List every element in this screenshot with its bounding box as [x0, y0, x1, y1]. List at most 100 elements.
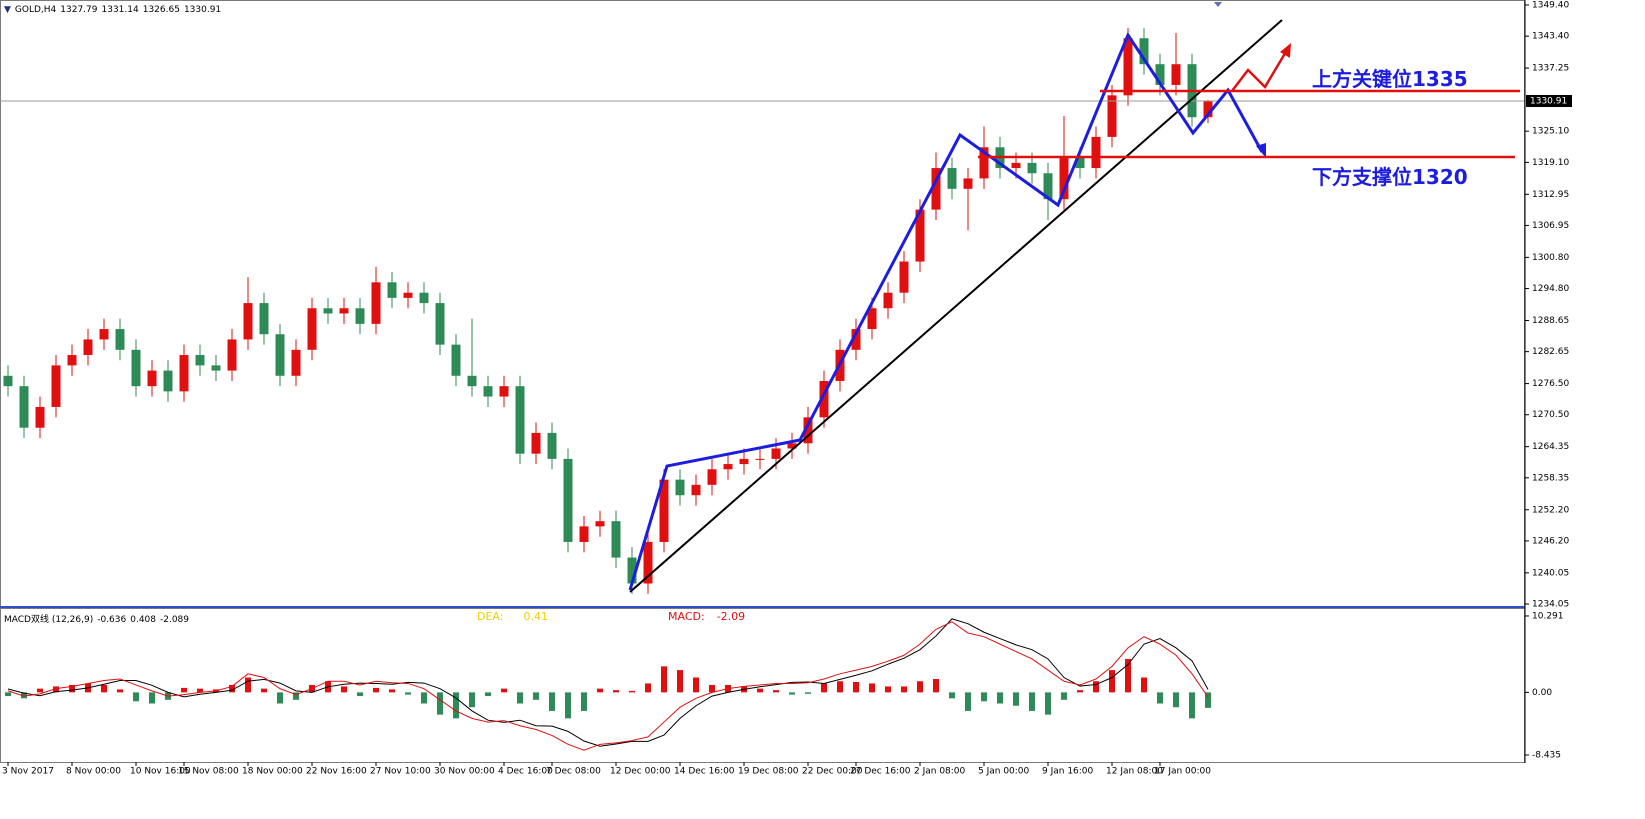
- macd-bar: [885, 686, 891, 693]
- candle-body: [451, 344, 461, 376]
- trend-line: [629, 19, 1283, 593]
- dea-line: [7, 618, 1209, 747]
- y-tick-label: 1306.95: [1532, 221, 1569, 231]
- dif-line: [7, 621, 1209, 751]
- candle-body: [803, 417, 813, 444]
- candle-body: [931, 168, 941, 210]
- macd-header: MACD双线 (12,26,9) -0.636 0.408 -2.089: [4, 612, 193, 625]
- candle-body: [35, 406, 45, 428]
- candle-body: [787, 443, 797, 449]
- macd-bar: [1189, 692, 1195, 719]
- y-tick-label: 1294.80: [1532, 284, 1569, 294]
- macd-bar: [613, 690, 619, 693]
- x-tick-label: 14 Dec 16:00: [674, 767, 735, 777]
- macd-bar: [981, 692, 987, 702]
- y-tick-label: 1276.50: [1532, 379, 1569, 389]
- macd-bar: [597, 688, 603, 693]
- candle-body: [323, 308, 333, 314]
- y-tick-label: 1252.20: [1532, 505, 1569, 515]
- symbol: GOLD,H4: [14, 5, 57, 15]
- candle-body: [467, 375, 477, 387]
- candle-body: [643, 541, 653, 584]
- candle-body: [403, 292, 413, 298]
- annotation: 上方关键位1335: [1312, 67, 1468, 91]
- x-tick-label: 5 Jan 00:00: [978, 767, 1030, 777]
- macd-bar: [1205, 692, 1211, 708]
- x-tick-label: 12 Dec 00:00: [610, 767, 671, 777]
- macd-bar: [453, 692, 459, 719]
- candle-body: [883, 292, 893, 309]
- candle-body: [355, 308, 365, 324]
- dea-last: 0.41: [523, 610, 548, 623]
- candle-body: [1203, 101, 1213, 118]
- y-tick-label: 1288.65: [1532, 316, 1569, 326]
- macd-bar: [821, 683, 827, 693]
- x-tick-label: 19 Dec 08:00: [738, 767, 799, 777]
- close: 1330.91: [183, 5, 222, 15]
- candle-body: [915, 209, 925, 262]
- header-arrow: ▼: [4, 5, 11, 15]
- y-tick-label: -8.435: [1532, 750, 1561, 760]
- y-tick-label: 1325.10: [1532, 127, 1569, 137]
- macd-bar: [1029, 692, 1035, 711]
- candle-body: [531, 432, 541, 454]
- y-tick-label: 1312.95: [1532, 190, 1569, 200]
- candle-body: [275, 334, 285, 376]
- macd-bar: [1045, 692, 1051, 715]
- candle-body: [675, 479, 685, 496]
- macd-bar: [1061, 692, 1067, 700]
- dea-readout: DEA: 0.41: [477, 610, 552, 623]
- y-tick-label: 0.00: [1532, 688, 1552, 698]
- macd-bar: [853, 681, 859, 693]
- macd-bar: [869, 683, 875, 693]
- y-tick-label: 1349.40: [1532, 0, 1569, 10]
- candle-body: [979, 147, 989, 179]
- macd-bar: [1173, 692, 1179, 708]
- macd-bar: [629, 690, 635, 693]
- candle-body: [771, 448, 781, 459]
- y-tick-label: 1264.35: [1532, 442, 1569, 452]
- candle-body: [851, 329, 861, 350]
- dea-value: 0.408: [130, 615, 156, 625]
- candle-body: [51, 365, 61, 407]
- candle-body: [419, 292, 429, 304]
- macd-bar: [421, 692, 427, 704]
- macd-bar: [101, 684, 107, 693]
- macd-bar: [133, 692, 139, 702]
- macd-bar: [277, 692, 283, 704]
- macd-bar: [933, 679, 939, 693]
- macd-bar: [645, 683, 651, 693]
- wave-path: [628, 31, 1264, 591]
- macd-bar: [469, 692, 475, 708]
- macd-readout: MACD: -2.09: [668, 610, 749, 623]
- macd-bar: [693, 677, 699, 693]
- candle-body: [67, 355, 77, 366]
- y-tick-label: 1343.40: [1532, 32, 1569, 42]
- candle-body: [1139, 38, 1149, 65]
- y-tick-label: 1240.05: [1532, 568, 1569, 578]
- candle-body: [147, 370, 157, 387]
- macd-bar: [757, 688, 763, 693]
- y-tick-label: 10.291: [1532, 611, 1564, 621]
- macd-bar: [357, 692, 363, 697]
- candle-body: [195, 355, 205, 366]
- hist-name: MACD:: [668, 610, 705, 623]
- candle-body: [723, 464, 733, 470]
- macd-bar: [69, 684, 75, 693]
- chart-header: ▼ GOLD,H4 1327.79 1331.14 1326.65 1330.91: [4, 5, 225, 15]
- macd-bar: [917, 681, 923, 693]
- x-tick-label: 9 Jan 16:00: [1042, 767, 1094, 777]
- macd-title: MACD双线 (12,26,9): [4, 615, 94, 625]
- price-tag-label: 1330.91: [1530, 97, 1567, 107]
- candle-body: [307, 308, 317, 350]
- candle-body: [947, 168, 957, 189]
- candle-body: [899, 261, 909, 293]
- macd-bar: [485, 692, 491, 697]
- candle-body: [659, 479, 669, 542]
- arrow-head: [1280, 43, 1291, 58]
- y-tick-label: 1270.50: [1532, 410, 1569, 420]
- macd-bar: [549, 692, 555, 711]
- macd-bar: [181, 687, 187, 693]
- x-tick-label: 27 Dec 16:00: [850, 767, 911, 777]
